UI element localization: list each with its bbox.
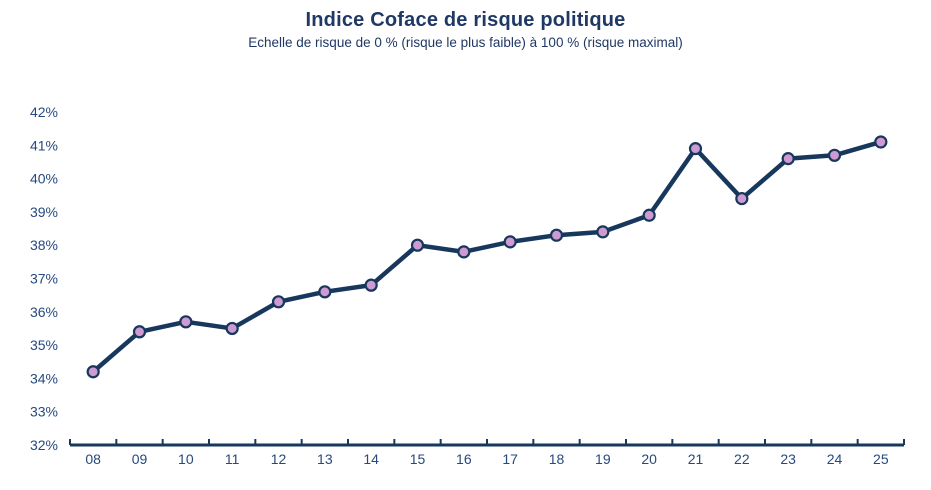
- x-axis-label: 21: [688, 451, 704, 467]
- data-point-20: [642, 208, 656, 222]
- data-point-13: [318, 285, 332, 299]
- chart-header: Indice Coface de risque politique Echell…: [0, 9, 931, 50]
- x-axis-label: 20: [641, 451, 657, 467]
- y-axis-label: 37%: [30, 271, 58, 287]
- x-axis-label: 08: [85, 451, 101, 467]
- data-point-19: [596, 225, 610, 239]
- y-axis-label: 40%: [30, 171, 58, 187]
- x-axis-label: 25: [873, 451, 889, 467]
- data-point-08: [86, 365, 100, 379]
- data-point-17: [503, 235, 517, 249]
- data-point-15: [410, 238, 425, 252]
- y-axis-label: 32%: [30, 437, 58, 453]
- chart-subtitle: Echelle de risque de 0 % (risque le plus…: [248, 35, 683, 50]
- x-axis-label: 12: [271, 451, 287, 467]
- x-axis-label: 19: [595, 451, 611, 467]
- x-axis-label: 23: [780, 451, 796, 467]
- x-axis-label: 15: [410, 451, 426, 467]
- data-point-21: [688, 142, 703, 156]
- y-axis-label: 42%: [30, 104, 58, 120]
- data-point-25: [874, 135, 888, 149]
- x-axis-label: 24: [827, 451, 843, 467]
- x-axis-label: 14: [363, 451, 379, 467]
- chart-title: Indice Coface de risque politique: [305, 9, 626, 31]
- data-point-10: [179, 315, 193, 329]
- data-point-16: [457, 245, 471, 259]
- data-point-12: [271, 295, 286, 309]
- data-point-22: [735, 191, 749, 206]
- y-axis-label: 38%: [30, 237, 58, 253]
- series-line: [90, 139, 884, 374]
- y-axis-label: 36%: [30, 304, 58, 320]
- x-axis-label: 13: [317, 451, 333, 467]
- x-axis-label: 17: [502, 451, 518, 467]
- x-axis-label: 18: [549, 451, 565, 467]
- y-axis-label: 34%: [30, 370, 58, 386]
- data-point-18: [549, 228, 564, 242]
- y-axis-label: 41%: [30, 137, 58, 153]
- data-point-14: [364, 278, 378, 292]
- data-point-11: [225, 321, 239, 336]
- data-point-09: [132, 325, 147, 339]
- x-axis-label: 16: [456, 451, 472, 467]
- y-axis-label: 35%: [30, 337, 58, 353]
- x-axis-label: 10: [178, 451, 194, 467]
- data-point-24: [827, 148, 842, 162]
- x-axis-label: 22: [734, 451, 750, 467]
- y-axis-label: 33%: [30, 404, 58, 420]
- y-axis-label: 39%: [30, 204, 58, 220]
- x-axis-label: 11: [225, 451, 240, 467]
- data-point-23: [781, 152, 795, 166]
- x-axis-label: 09: [132, 451, 148, 467]
